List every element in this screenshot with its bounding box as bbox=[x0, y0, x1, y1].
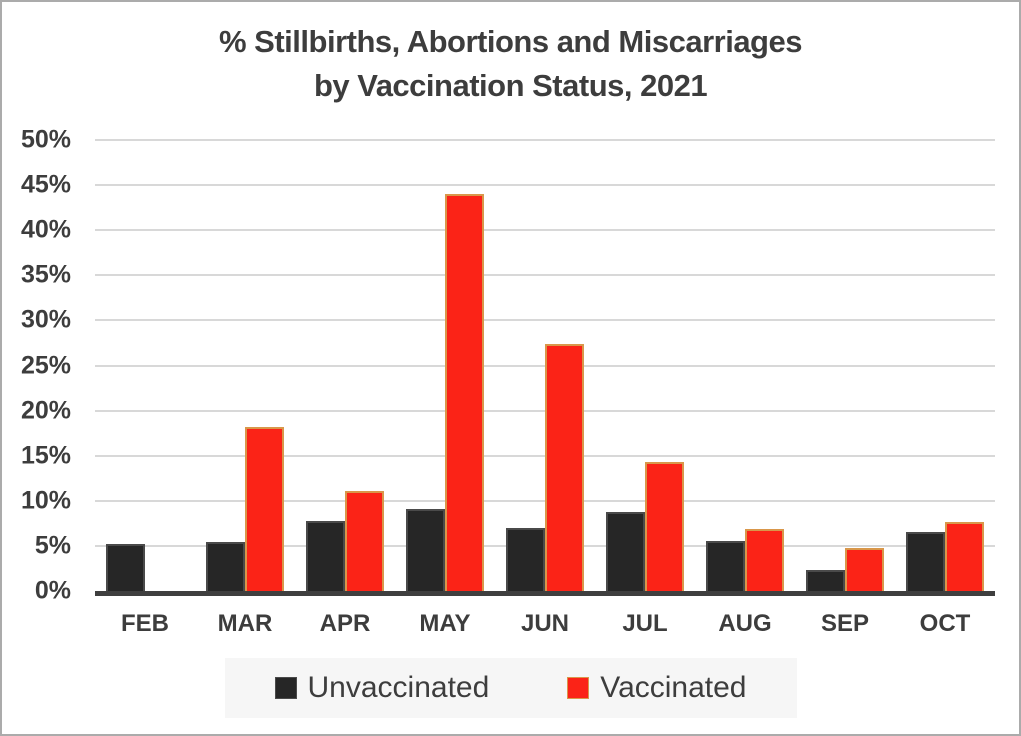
bar-unvaccinated-aug bbox=[706, 541, 745, 591]
y-tick-label-45pct: 45% bbox=[20, 170, 71, 199]
gridline-45pct bbox=[95, 184, 995, 187]
y-tick-label-40pct: 40% bbox=[20, 215, 71, 244]
y-tick-label-30pct: 30% bbox=[20, 305, 71, 334]
legend-label-unvaccinated: Unvaccinated bbox=[307, 671, 490, 704]
x-tick-label-mar: MAR bbox=[217, 610, 273, 637]
bar-vaccinated-apr bbox=[345, 490, 384, 591]
x-tick-label-may: MAY bbox=[419, 610, 471, 637]
bar-group-jun bbox=[495, 140, 595, 591]
bar-group-may bbox=[395, 140, 495, 591]
x-tick-label-sep: SEP bbox=[820, 610, 870, 637]
x-tick-label-apr: APR bbox=[319, 610, 371, 637]
bar-group-feb bbox=[95, 140, 195, 591]
bar-group-apr bbox=[295, 140, 395, 591]
bar-unvaccinated-jun bbox=[506, 527, 545, 591]
bar-group-jul bbox=[595, 140, 695, 591]
bar-group-oct bbox=[895, 140, 995, 591]
bar-group-sep bbox=[795, 140, 895, 591]
y-tick-label-10pct: 10% bbox=[20, 486, 71, 515]
y-tick-label-0pct: 0% bbox=[34, 576, 71, 605]
bar-vaccinated-may bbox=[445, 194, 484, 591]
bar-vaccinated-jul bbox=[645, 462, 684, 591]
legend-entry-unvaccinated: Unvaccinated bbox=[274, 671, 490, 705]
x-tick-label-jul: JUL bbox=[622, 610, 668, 637]
plot-area: 0% 5% 10% 15% 20% 25% 30% 35% 40% 45% 50% bbox=[21, 126, 995, 605]
bar-group-aug bbox=[695, 140, 795, 591]
legend-entry-vaccinated: Vaccinated bbox=[567, 671, 747, 705]
y-tick-label-35pct: 35% bbox=[20, 260, 71, 289]
x-axis-labels: FEB MAR APR MAY JUN JUL AUG SEP OCT bbox=[95, 596, 995, 638]
bar-unvaccinated-jul bbox=[606, 511, 645, 591]
y-tick-label-50pct: 50% bbox=[20, 125, 71, 154]
y-tick-label-15pct: 15% bbox=[20, 441, 71, 470]
bar-unvaccinated-apr bbox=[306, 520, 345, 591]
bar-group-mar bbox=[195, 140, 295, 591]
y-tick-label-5pct: 5% bbox=[34, 531, 71, 560]
legend: Unvaccinated Vaccinated bbox=[224, 658, 797, 718]
bar-unvaccinated-oct bbox=[906, 532, 945, 591]
bar-vaccinated-aug bbox=[745, 528, 784, 591]
x-tick-label-oct: OCT bbox=[919, 610, 971, 637]
gridline-40pct bbox=[95, 229, 995, 232]
x-tick-label-jun: JUN bbox=[520, 610, 569, 637]
y-tick-label-25pct: 25% bbox=[20, 351, 71, 379]
legend-swatch-unvaccinated bbox=[274, 677, 297, 699]
bar-vaccinated-mar bbox=[245, 426, 284, 591]
chart-title-line-1: % Stillbirths, Abortions and Miscarriage… bbox=[219, 24, 802, 59]
gridline-50pct bbox=[95, 139, 995, 141]
x-tick-label-feb: FEB bbox=[121, 610, 169, 637]
y-tick-label-20pct: 20% bbox=[20, 396, 71, 425]
bar-vaccinated-sep bbox=[845, 547, 884, 591]
bar-unvaccinated-mar bbox=[206, 542, 245, 591]
chart-title-line-2: by Vaccination Status, 2021 bbox=[313, 68, 708, 103]
bar-vaccinated-jun bbox=[545, 343, 584, 591]
x-tick-label-aug: AUG bbox=[718, 610, 772, 637]
bar-groups bbox=[95, 140, 995, 591]
bar-unvaccinated-feb bbox=[106, 544, 145, 591]
chart-title: % Stillbirths, Abortions and Miscarriage… bbox=[2, 20, 1019, 108]
bar-unvaccinated-sep bbox=[806, 570, 845, 591]
bar-unvaccinated-may bbox=[406, 508, 445, 591]
legend-swatch-vaccinated bbox=[567, 677, 590, 699]
legend-label-vaccinated: Vaccinated bbox=[600, 671, 747, 704]
gridline-35pct bbox=[95, 274, 995, 277]
bar-vaccinated-oct bbox=[945, 521, 984, 591]
gridline-30pct bbox=[95, 319, 995, 322]
